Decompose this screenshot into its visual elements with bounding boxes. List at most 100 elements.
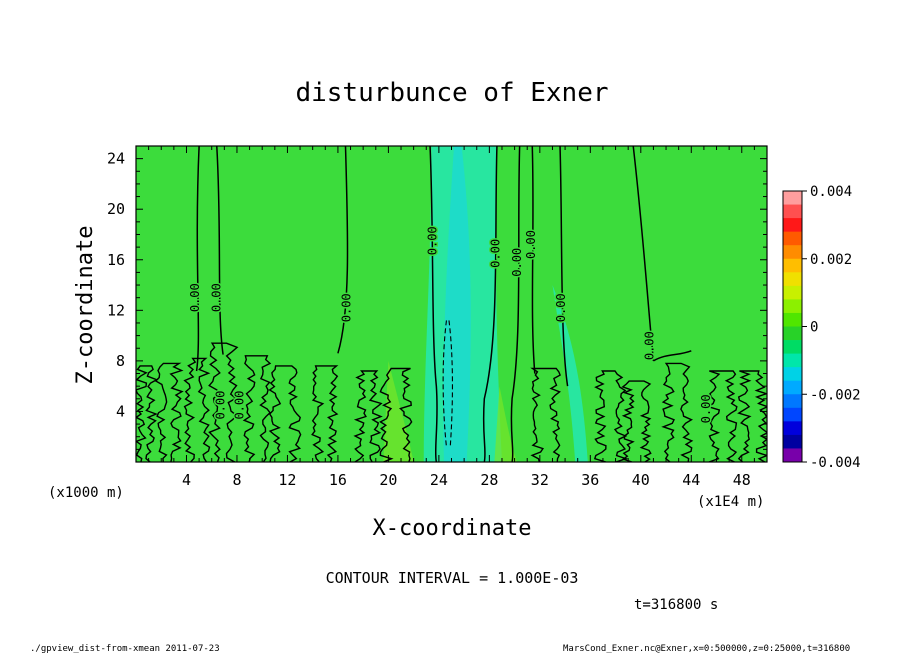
contour-interval-text: CONTOUR INTERVAL = 1.000E-03: [326, 569, 579, 587]
y-tick-label-4: 4: [116, 402, 125, 420]
contour-line-noise-6: [268, 365, 302, 462]
contour-label-6: 0.00: [425, 226, 439, 255]
contour-line-noise-5: [242, 355, 272, 462]
time-text: t=316800 s: [634, 597, 718, 613]
chart-title: disturbunce of Exner: [295, 78, 608, 108]
colorbar-swatch-8: [783, 285, 802, 300]
contour-label-2: 0.00: [210, 283, 224, 312]
field-region-high: [383, 360, 414, 462]
contour-label-5: 0.00: [340, 293, 354, 322]
x-tick-label-48: 48: [733, 471, 751, 489]
x-tick-label-24: 24: [430, 471, 448, 489]
colorbar-swatch-16: [783, 394, 802, 409]
colorbar-swatch-17: [783, 407, 802, 422]
contour-line-noise-1: [136, 365, 159, 462]
colorbar-swatch-14: [783, 367, 802, 382]
y-tick-label-16: 16: [107, 251, 125, 269]
colorbar-swatch-13: [783, 353, 802, 368]
colorbar-swatch-4: [783, 231, 802, 246]
x-tick-label-36: 36: [581, 471, 599, 489]
colorbar-label-1: 0.004: [810, 184, 852, 200]
y-tick-label-12: 12: [107, 301, 125, 319]
colorbar-swatch-7: [783, 272, 802, 287]
contour-line-noise-12: [621, 380, 652, 462]
contour-line-noise-15: [737, 370, 767, 462]
contour-line-noise-7: [311, 365, 339, 462]
contour-line-noise-13: [661, 362, 694, 462]
colorbar-label-5: -0.004: [810, 455, 861, 471]
x-tick-label-20: 20: [379, 471, 397, 489]
colorbar-label-2: 0.002: [810, 252, 852, 268]
contour-label-10: 0.00: [554, 293, 568, 322]
contour-line-4: [429, 146, 438, 462]
x-tick-label-40: 40: [632, 471, 650, 489]
colorbar-swatch-15: [783, 380, 802, 395]
y-tick-label-20: 20: [107, 200, 125, 218]
footer-right-text: MarsCond_Exner.nc@Exner,x=0:500000,z=0:2…: [563, 644, 850, 654]
contour-label-11: 0.00: [642, 331, 656, 360]
colorbar-swatch-2: [783, 204, 802, 219]
contour-line-6: [510, 146, 521, 462]
contour-line-9: [632, 146, 655, 361]
contour-line-noise-9: [379, 367, 413, 462]
contour-lines: [136, 146, 767, 462]
contour-line-2: [216, 146, 224, 355]
colorbar-swatch-19: [783, 434, 802, 449]
colorbar-swatch-20: [783, 448, 802, 463]
footer-left-text: ./gpview_dist-from-xmean 2011-07-23: [30, 644, 220, 654]
y-tick-label-8: 8: [116, 352, 125, 370]
y-axis-label: Z-coordinate: [73, 226, 98, 385]
colorbar-swatch-5: [783, 245, 802, 260]
colorbar-label-4: -0.002: [810, 387, 861, 403]
colorbar-swatch-18: [783, 421, 802, 436]
contour-line-noise-8: [353, 370, 383, 462]
colorbar-swatch-1: [783, 191, 802, 205]
contour-labels: 0.00 0.000.00 0.000.000.00 0.00 0.000.000.00…: [187, 225, 715, 425]
contour-line-noise-10: [530, 367, 561, 462]
contour-line-7: [531, 146, 536, 374]
x-tick-label-12: 12: [278, 471, 296, 489]
x-tick-label-8: 8: [232, 471, 241, 489]
colorbar-swatch-9: [783, 299, 802, 314]
y-tick-label-24: 24: [107, 150, 125, 168]
contour-label-7: 0.00: [489, 239, 503, 268]
x-axis: 4 8 12 16 20 24 28 32 36 40 44 48: [148, 146, 755, 489]
y-unit-note: (x1E4 m): [697, 494, 764, 510]
field-region-low-2: [552, 285, 588, 462]
contour-line-8: [559, 146, 569, 387]
x-tick-label-32: 32: [531, 471, 549, 489]
contour-line-5: [482, 146, 498, 462]
colorbar-swatch-11: [783, 326, 802, 341]
contour-line-noise-14: [706, 370, 738, 462]
contour-label-12: 0.00: [699, 394, 713, 423]
contour-line-noise-11: [593, 370, 629, 462]
y-axis: 4 8 12 16 20 24: [107, 150, 767, 450]
field-region-lower: [443, 146, 471, 462]
contour-line-noise-2: [154, 362, 184, 462]
contour-label-8: 0.00: [510, 248, 524, 277]
contour-line-1: [195, 146, 200, 372]
colorbar-swatch-12: [783, 340, 802, 354]
colorbar-swatch-10: [783, 312, 802, 327]
colorbar-swatch-6: [783, 258, 802, 273]
contour-label-1: 0.00: [188, 283, 202, 312]
colorbar-label-3: 0: [810, 320, 818, 336]
contour-label-3: 0.00: [213, 391, 227, 420]
colorbar-swatch-3: [783, 218, 802, 233]
field-shading: [136, 146, 767, 462]
contour-line-noise-3: [183, 357, 211, 462]
x-unit-note: (x1000 m): [48, 485, 124, 501]
contour-label-4: 0.00: [232, 391, 246, 420]
x-tick-label-44: 44: [682, 471, 700, 489]
colorbar: 0.004 0.002 0 -0.002 -0.004: [782, 184, 861, 471]
contour-line-3: [337, 146, 349, 354]
field-region-high-2: [494, 386, 518, 462]
contour-line-10: [653, 350, 692, 362]
contour-label-9: 0.00: [524, 230, 538, 259]
x-tick-label-4: 4: [182, 471, 191, 489]
x-axis-label: X-coordinate: [373, 516, 532, 541]
contour-line-negative: [442, 320, 453, 447]
x-tick-label-16: 16: [329, 471, 347, 489]
x-tick-label-28: 28: [480, 471, 498, 489]
